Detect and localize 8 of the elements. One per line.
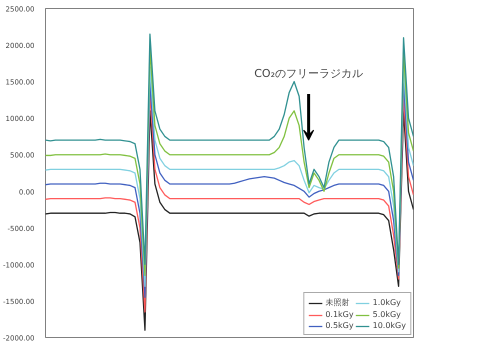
legend-label: 10.0kGy [372, 321, 406, 330]
legend-label: 未照射 [325, 297, 350, 308]
legend-label: 0.1kGy [325, 310, 354, 319]
legend-label: 1.0kGy [372, 298, 401, 307]
legend-label: 5.0kGy [372, 310, 401, 319]
legend-label: 0.5kGy [325, 321, 354, 330]
annotation: CO₂のフリーラジカル [254, 67, 363, 80]
line-series [46, 110, 414, 331]
